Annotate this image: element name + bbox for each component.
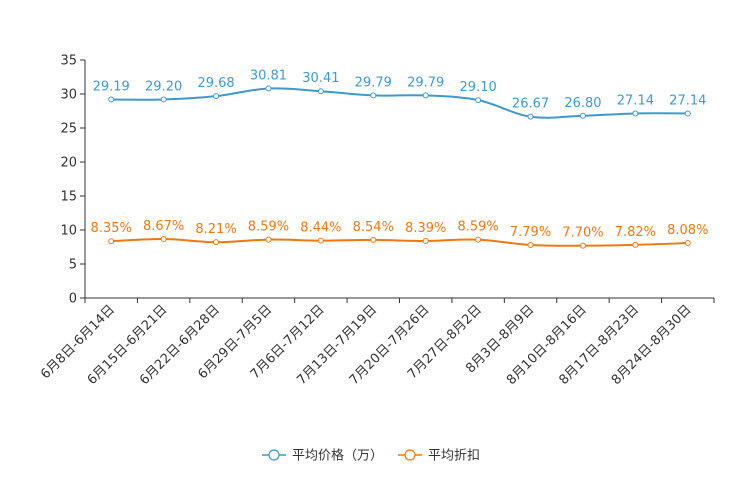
series-layer xyxy=(108,85,691,249)
data-point-discount[interactable] xyxy=(213,239,220,246)
data-point-discount[interactable] xyxy=(160,236,167,243)
data-point-price[interactable] xyxy=(370,92,377,99)
data-label-price: 27.14 xyxy=(669,93,706,108)
y-tick-label: 15 xyxy=(60,190,77,205)
data-label-price: 30.41 xyxy=(302,71,339,86)
data-label-price: 30.81 xyxy=(250,68,287,83)
data-label-discount: 8.08% xyxy=(667,223,708,238)
data-point-discount[interactable] xyxy=(475,236,482,243)
data-point-price[interactable] xyxy=(579,112,586,119)
y-tick-label: 10 xyxy=(60,224,77,239)
data-point-discount[interactable] xyxy=(265,236,272,243)
data-label-price: 29.79 xyxy=(407,75,444,90)
data-point-price[interactable] xyxy=(527,113,534,120)
data-label-price: 29.19 xyxy=(93,80,130,95)
data-label-discount: 8.44% xyxy=(300,221,341,236)
data-point-discount[interactable] xyxy=(684,240,691,247)
data-point-discount[interactable] xyxy=(632,241,639,248)
legend-marker-icon xyxy=(404,449,416,461)
data-label-discount: 8.59% xyxy=(248,220,289,235)
data-label-discount: 7.79% xyxy=(510,225,551,240)
data-label-price: 27.14 xyxy=(617,93,654,108)
y-tick-label: 20 xyxy=(60,156,77,171)
data-label-discount: 7.70% xyxy=(562,226,603,241)
legend-item-price[interactable]: 平均价格（万） xyxy=(262,448,383,464)
y-tick-label: 35 xyxy=(60,54,77,69)
y-tick-label: 0 xyxy=(69,292,77,307)
data-label-discount: 7.82% xyxy=(615,225,656,240)
data-point-price[interactable] xyxy=(108,96,115,103)
legend-marker-icon xyxy=(268,449,280,461)
data-point-discount[interactable] xyxy=(317,237,324,244)
data-point-price[interactable] xyxy=(422,92,429,99)
data-point-discount[interactable] xyxy=(579,242,586,249)
data-point-price[interactable] xyxy=(475,97,482,104)
legend-label: 平均折扣 xyxy=(428,449,480,464)
data-label-discount: 8.35% xyxy=(91,221,132,236)
legend-label: 平均价格（万） xyxy=(292,448,383,464)
legend-item-discount[interactable]: 平均折扣 xyxy=(398,449,480,464)
data-point-price[interactable] xyxy=(317,88,324,95)
data-label-discount: 8.59% xyxy=(457,220,498,235)
data-label-discount: 8.67% xyxy=(143,219,184,234)
data-label-price: 26.67 xyxy=(512,97,549,112)
data-label-price: 29.79 xyxy=(355,75,392,90)
data-point-price[interactable] xyxy=(213,93,220,100)
data-label-price: 26.80 xyxy=(564,96,601,111)
y-tick-label: 25 xyxy=(60,122,77,137)
y-tick-label: 5 xyxy=(69,258,77,273)
data-point-price[interactable] xyxy=(160,96,167,103)
data-point-discount[interactable] xyxy=(370,236,377,243)
data-point-discount[interactable] xyxy=(422,237,429,244)
data-point-discount[interactable] xyxy=(108,238,115,245)
data-point-price[interactable] xyxy=(632,110,639,117)
data-label-price: 29.10 xyxy=(460,80,497,95)
data-labels: 29.19 29.20 29.68 30.81 30.41 29.79 29.79 29.10… xyxy=(91,68,709,240)
data-point-price[interactable] xyxy=(265,85,272,92)
legend[interactable]: 平均价格（万） 平均折扣 xyxy=(262,448,480,464)
series-line-discount xyxy=(111,238,688,247)
data-point-discount[interactable] xyxy=(527,242,534,249)
data-label-discount: 8.39% xyxy=(405,221,446,236)
data-label-price: 29.68 xyxy=(197,76,234,91)
y-tick-label: 30 xyxy=(60,88,77,103)
data-label-price: 29.20 xyxy=(145,79,182,94)
data-label-discount: 8.21% xyxy=(195,222,236,237)
data-point-price[interactable] xyxy=(684,110,691,117)
series-line-price xyxy=(111,87,688,119)
data-label-discount: 8.54% xyxy=(353,220,394,235)
